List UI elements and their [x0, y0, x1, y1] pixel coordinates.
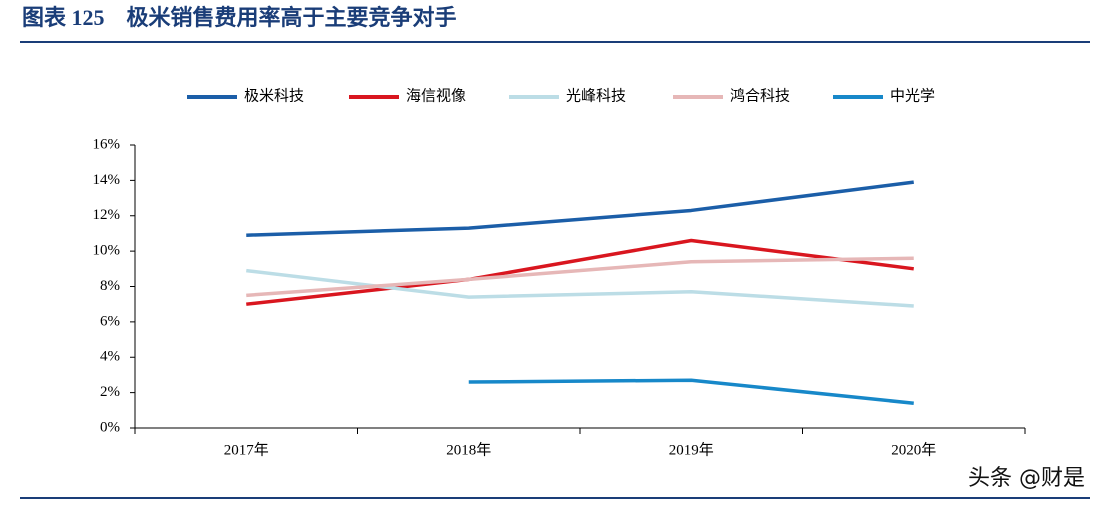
legend-label: 海信视像 — [406, 87, 466, 104]
y-tick-label: 6% — [100, 313, 120, 329]
series-line — [246, 268, 914, 308]
legend-label: 光峰科技 — [566, 87, 626, 104]
x-tick-label: 2017年 — [224, 441, 269, 458]
x-tick-label: 2019年 — [669, 441, 714, 458]
legend-label: 极米科技 — [244, 87, 304, 104]
x-tick-label: 2018年 — [446, 441, 491, 458]
legend-label: 鸿合科技 — [730, 87, 790, 104]
y-tick-label: 8% — [100, 278, 120, 294]
series-line — [246, 238, 914, 306]
legend-label: 中光学 — [890, 87, 935, 104]
chart-title: 图表 125 极米销售费用率高于主要竞争对手 — [22, 5, 457, 30]
series-line — [468, 378, 914, 405]
series-line — [246, 256, 914, 298]
y-tick-label: 2% — [100, 384, 120, 400]
y-tick-label: 0% — [100, 419, 120, 435]
y-tick-label: 14% — [93, 172, 121, 188]
y-tick-label: 12% — [93, 207, 121, 223]
watermark: 头条 @财是 — [968, 466, 1085, 491]
y-tick-label: 16% — [93, 136, 121, 152]
series-line — [246, 180, 914, 237]
y-tick-label: 10% — [93, 243, 121, 259]
y-tick-label: 4% — [100, 349, 120, 365]
x-tick-label: 2020年 — [891, 441, 936, 458]
